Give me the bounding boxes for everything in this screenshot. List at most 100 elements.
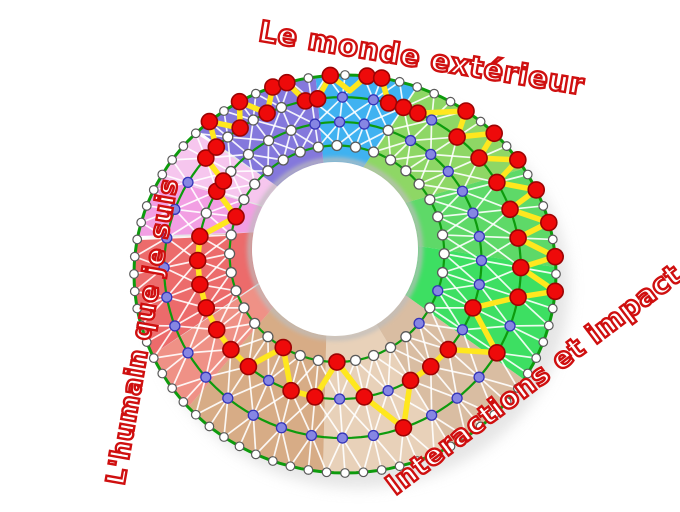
- outer-node[interactable]: [148, 184, 159, 195]
- level-node-white[interactable]: [225, 229, 237, 241]
- level-node-white[interactable]: [249, 317, 261, 330]
- level-node-white[interactable]: [238, 302, 250, 314]
- level-node-violet[interactable]: [333, 393, 346, 405]
- outer-node[interactable]: [167, 154, 178, 165]
- level-node-white[interactable]: [294, 146, 306, 158]
- level-node-violet[interactable]: [404, 134, 417, 147]
- level-node-white[interactable]: [222, 131, 234, 143]
- outer-node[interactable]: [190, 128, 201, 139]
- outer-node[interactable]: [512, 383, 523, 394]
- selected-node-red[interactable]: [501, 200, 519, 219]
- level-node-white[interactable]: [277, 154, 289, 166]
- selected-node-red[interactable]: [191, 227, 209, 246]
- outer-node[interactable]: [547, 303, 558, 314]
- level-node-violet[interactable]: [473, 278, 485, 291]
- level-node-violet[interactable]: [473, 371, 485, 383]
- selected-node-red[interactable]: [540, 213, 558, 232]
- outer-node[interactable]: [132, 234, 143, 245]
- level-node-white[interactable]: [436, 266, 449, 279]
- selected-node-red[interactable]: [448, 128, 466, 146]
- level-node-white[interactable]: [438, 248, 450, 260]
- level-node-violet[interactable]: [367, 94, 380, 106]
- level-node-white[interactable]: [424, 193, 436, 206]
- level-node-white[interactable]: [349, 141, 362, 153]
- level-node-violet[interactable]: [456, 185, 469, 197]
- outer-node[interactable]: [267, 456, 278, 466]
- level-node-white[interactable]: [200, 207, 212, 219]
- level-node-white[interactable]: [262, 165, 274, 177]
- outer-node[interactable]: [412, 456, 423, 466]
- outer-node[interactable]: [285, 461, 296, 472]
- level-node-white[interactable]: [424, 302, 436, 314]
- outer-node[interactable]: [250, 88, 261, 99]
- selected-node-red[interactable]: [509, 151, 527, 169]
- selected-node-red[interactable]: [485, 124, 503, 143]
- selected-node-red[interactable]: [509, 288, 527, 307]
- selected-node-red[interactable]: [282, 381, 300, 400]
- selected-node-red[interactable]: [379, 94, 398, 112]
- outer-node[interactable]: [445, 441, 456, 452]
- level-node-violet[interactable]: [425, 148, 437, 161]
- level-node-white[interactable]: [285, 124, 297, 136]
- level-node-violet[interactable]: [425, 409, 438, 421]
- selected-node-red[interactable]: [509, 229, 527, 247]
- level-node-violet[interactable]: [367, 429, 380, 442]
- outer-node[interactable]: [148, 353, 159, 364]
- selected-node-red[interactable]: [394, 418, 413, 437]
- level-node-violet[interactable]: [358, 118, 370, 130]
- outer-node[interactable]: [394, 461, 405, 472]
- outer-node[interactable]: [538, 201, 549, 211]
- level-node-violet[interactable]: [275, 422, 288, 434]
- level-node-violet[interactable]: [169, 320, 181, 332]
- outer-node[interactable]: [543, 320, 554, 331]
- selected-node-red[interactable]: [546, 247, 564, 266]
- selected-node-red[interactable]: [188, 251, 207, 270]
- level-node-violet[interactable]: [336, 432, 349, 444]
- outer-node[interactable]: [429, 449, 440, 460]
- outer-node[interactable]: [475, 421, 486, 432]
- level-node-white[interactable]: [263, 134, 275, 147]
- selected-node-red[interactable]: [328, 353, 346, 371]
- outer-node[interactable]: [340, 468, 350, 478]
- outer-node[interactable]: [157, 169, 168, 180]
- outer-node[interactable]: [129, 251, 140, 262]
- outer-node[interactable]: [178, 141, 189, 151]
- level-node-violet[interactable]: [169, 203, 181, 215]
- outer-node[interactable]: [522, 169, 533, 180]
- selected-node-red[interactable]: [355, 388, 374, 406]
- outer-node[interactable]: [204, 421, 215, 432]
- level-node-white[interactable]: [413, 178, 425, 190]
- level-node-white[interactable]: [312, 141, 324, 153]
- level-node-white[interactable]: [367, 349, 380, 362]
- outer-node[interactable]: [178, 397, 189, 407]
- selected-node-red[interactable]: [321, 66, 340, 85]
- level-node-violet[interactable]: [158, 261, 170, 274]
- level-node-violet[interactable]: [309, 118, 321, 130]
- outer-node[interactable]: [136, 320, 147, 331]
- level-node-violet[interactable]: [413, 317, 425, 330]
- level-node-violet[interactable]: [451, 392, 463, 404]
- outer-node[interactable]: [219, 432, 229, 442]
- level-node-violet[interactable]: [161, 232, 173, 244]
- level-node-violet[interactable]: [475, 254, 488, 267]
- level-node-violet[interactable]: [442, 165, 454, 178]
- level-node-white[interactable]: [400, 331, 412, 343]
- selected-node-red[interactable]: [239, 357, 258, 376]
- selected-node-red[interactable]: [258, 104, 276, 122]
- selected-node-red[interactable]: [200, 112, 219, 131]
- selected-node-red[interactable]: [230, 92, 249, 111]
- outer-node[interactable]: [132, 303, 143, 314]
- selected-node-red[interactable]: [488, 173, 506, 192]
- level-node-violet[interactable]: [182, 347, 194, 359]
- outer-node[interactable]: [412, 82, 423, 92]
- level-node-violet[interactable]: [200, 371, 212, 383]
- selected-node-red[interactable]: [372, 69, 391, 87]
- outer-node[interactable]: [522, 368, 533, 379]
- outer-node[interactable]: [190, 409, 201, 420]
- level-node-white[interactable]: [432, 211, 444, 223]
- outer-node[interactable]: [167, 383, 178, 394]
- level-node-violet[interactable]: [467, 207, 479, 219]
- selected-node-red[interactable]: [358, 67, 376, 85]
- outer-node[interactable]: [547, 234, 558, 245]
- selected-node-red[interactable]: [231, 119, 249, 137]
